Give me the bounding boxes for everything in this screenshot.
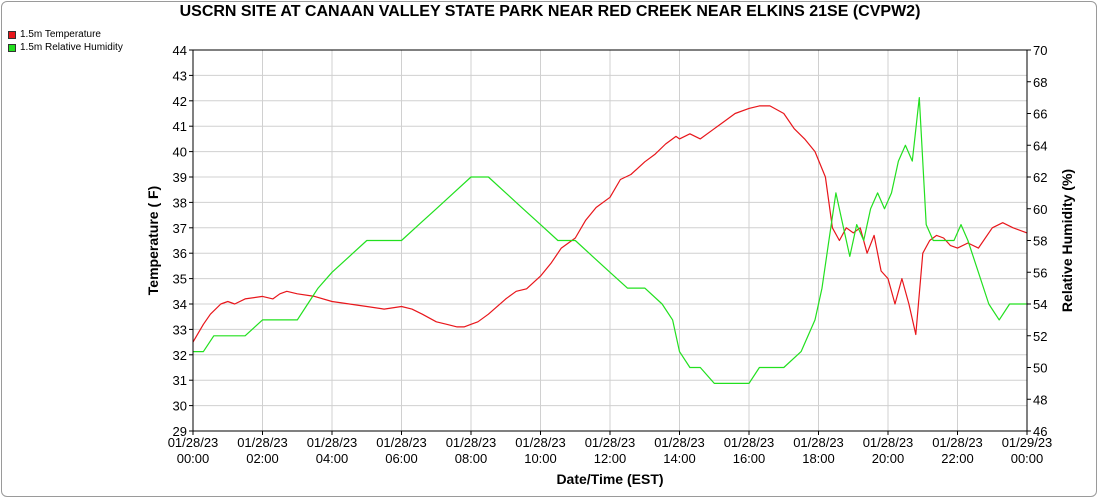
y-right-tick-label: 54 <box>1033 297 1047 312</box>
y-right-tick-label: 64 <box>1033 138 1047 153</box>
y-left-tick-label: 35 <box>173 272 187 287</box>
y-right-tick-label: 60 <box>1033 202 1047 217</box>
y-right-tick-label: 46 <box>1033 424 1047 439</box>
tick-labels: 29 30 31 32 33 34 35 36 37 38 39 40 41 42 43 44 46 48 50 52… <box>168 43 1053 466</box>
x-tick-label-time: 02:00 <box>246 451 279 466</box>
humidity-line <box>193 96 1027 384</box>
y-right-tick-label: 70 <box>1033 43 1047 58</box>
y-right-tick-label: 52 <box>1033 329 1047 344</box>
x-tick-label-time: 14:00 <box>663 451 696 466</box>
y-left-tick-label: 41 <box>173 119 187 134</box>
x-tick-label-date: 01/28/23 <box>446 435 497 450</box>
legend-swatch-humidity <box>8 43 16 52</box>
y-left-tick-label: 40 <box>173 145 187 160</box>
grid <box>189 49 1031 435</box>
y-left-tick-label: 39 <box>173 170 187 185</box>
legend: 1.5m Temperature 1.5m Relative Humidity <box>8 28 123 54</box>
x-tick-label-date: 01/28/23 <box>168 435 219 450</box>
x-tick-label-date: 01/28/23 <box>793 435 844 450</box>
legend-swatch-temperature <box>8 30 16 39</box>
x-tick-label-date: 01/28/23 <box>932 435 983 450</box>
legend-item-humidity: 1.5m Relative Humidity <box>8 41 123 54</box>
y-right-tick-label: 48 <box>1033 392 1047 407</box>
y-axis-right-title: Relative Humidity (%) <box>1059 169 1075 312</box>
y-left-tick-label: 33 <box>173 322 187 337</box>
x-tick-label-time: 08:00 <box>455 451 488 466</box>
legend-label-temperature: 1.5m Temperature <box>20 29 101 40</box>
plot-border <box>192 49 1028 432</box>
y-axis-left-title: Temperature ( F) <box>145 186 161 295</box>
y-right-tick-label: 66 <box>1033 107 1047 122</box>
x-tick-label-date: 01/28/23 <box>376 435 427 450</box>
y-left-tick-label: 42 <box>173 94 187 109</box>
x-tick-label-date: 01/28/23 <box>515 435 566 450</box>
temperature-line <box>192 105 1028 343</box>
legend-label-humidity: 1.5m Relative Humidity <box>20 42 123 53</box>
x-tick-label-time: 20:00 <box>872 451 905 466</box>
x-tick-label-time: 00:00 <box>1011 451 1044 466</box>
x-tick-label-date: 01/28/23 <box>654 435 705 450</box>
x-tick-label-date: 01/28/23 <box>237 435 288 450</box>
x-tick-label-time: 16:00 <box>733 451 766 466</box>
y-left-tick-label: 30 <box>173 399 187 414</box>
x-tick-label-time: 00:00 <box>177 451 210 466</box>
x-axis-title: Date/Time (EST) <box>556 471 663 487</box>
x-tick-label-time: 22:00 <box>941 451 974 466</box>
y-right-tick-label: 62 <box>1033 170 1047 185</box>
x-tick-label-time: 12:00 <box>594 451 627 466</box>
x-tick-label-time: 10:00 <box>524 451 557 466</box>
x-tick-label-date: 01/28/23 <box>585 435 636 450</box>
y-left-tick-label: 43 <box>173 68 187 83</box>
y-left-tick-label: 31 <box>173 373 187 388</box>
x-tick-label-date: 01/29/23 <box>1002 435 1053 450</box>
y-left-tick-label: 34 <box>173 297 187 312</box>
y-left-tick-label: 36 <box>173 246 187 261</box>
y-right-tick-label: 50 <box>1033 361 1047 376</box>
y-left-tick-label: 38 <box>173 195 187 210</box>
y-left-tick-label: 44 <box>173 43 187 58</box>
x-tick-label-date: 01/28/23 <box>863 435 914 450</box>
x-tick-label-date: 01/28/23 <box>307 435 358 450</box>
x-tick-label-time: 06:00 <box>385 451 418 466</box>
chart-title: USCRN SITE AT CANAAN VALLEY STATE PARK N… <box>179 3 921 20</box>
y-right-tick-label: 56 <box>1033 265 1047 280</box>
series-lines <box>192 96 1028 384</box>
y-left-tick-label: 32 <box>173 348 187 363</box>
y-right-tick-label: 68 <box>1033 75 1047 90</box>
y-left-tick-label: 29 <box>173 424 187 439</box>
y-left-tick-label: 37 <box>173 221 187 236</box>
legend-item-temperature: 1.5m Temperature <box>8 28 123 41</box>
x-tick-label-date: 01/28/23 <box>724 435 775 450</box>
y-right-tick-label: 58 <box>1033 234 1047 249</box>
x-tick-label-time: 18:00 <box>802 451 835 466</box>
x-tick-label-time: 04:00 <box>316 451 349 466</box>
